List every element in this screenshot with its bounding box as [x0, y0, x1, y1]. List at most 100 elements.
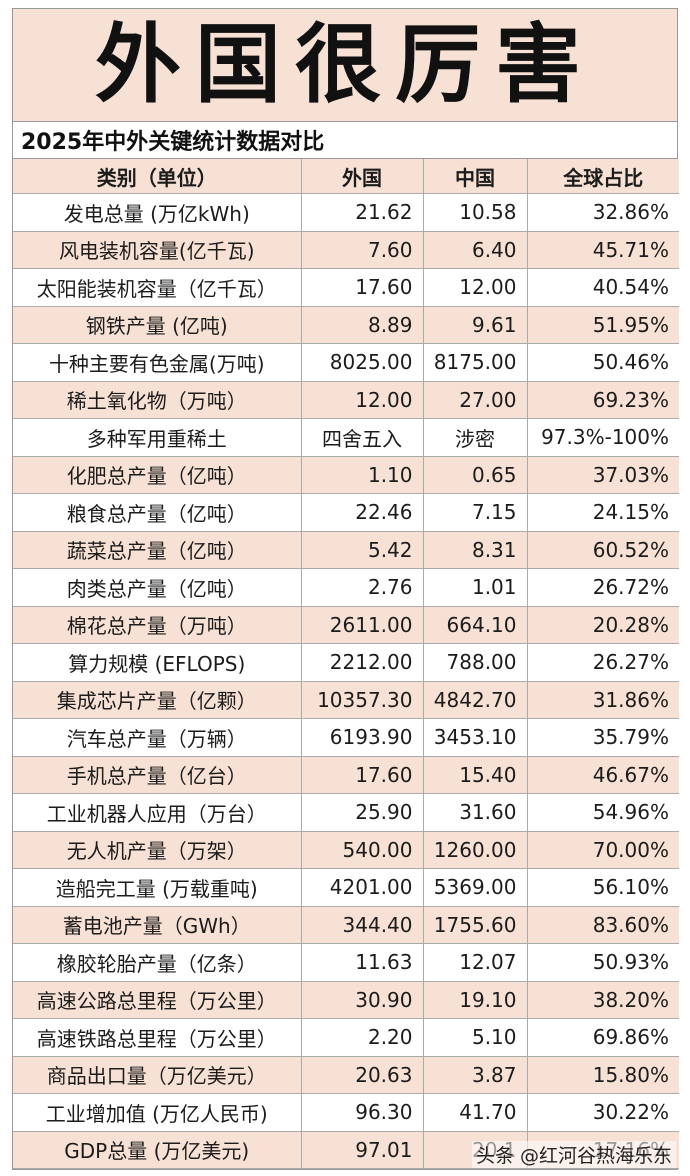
foreign-value-cell: 30.90: [301, 981, 424, 1019]
category-cell: 蓄电池产量（GWh）: [13, 906, 302, 944]
foreign-value-cell: 2.20: [301, 1018, 424, 1057]
global-share-cell: 15.80%: [527, 1056, 679, 1094]
foreign-value-cell: 8025.00: [301, 343, 424, 382]
global-share-cell: 37.03%: [527, 456, 679, 494]
category-cell: 风电装机容量(亿千瓦): [13, 231, 302, 269]
category-cell: 手机总产量（亿台）: [13, 756, 302, 794]
global-share-cell: 50.93%: [527, 943, 679, 982]
china-value-cell: 1260.00: [423, 831, 528, 869]
china-value-cell: 1755.60: [423, 906, 528, 944]
global-share-cell: 40.54%: [527, 268, 679, 307]
category-cell: 无人机产量（万架）: [13, 831, 302, 869]
table-row: 橡胶轮胎产量（亿条） 11.63 12.07 50.93%: [13, 943, 679, 982]
global-share-cell: 69.86%: [527, 1018, 679, 1057]
category-cell: 蔬菜总产量（亿吨）: [13, 531, 302, 569]
table-row: 工业机器人应用（万台） 25.90 31.60 54.96%: [13, 793, 679, 832]
category-cell: 棉花总产量（万吨）: [13, 606, 302, 644]
category-cell: 橡胶轮胎产量（亿条）: [13, 943, 302, 982]
table-row: 风电装机容量(亿千瓦) 7.60 6.40 45.71%: [13, 231, 679, 269]
china-value-cell: 3.87: [423, 1056, 528, 1094]
header-china: 中国: [423, 159, 528, 194]
global-share-cell: 60.52%: [527, 531, 679, 569]
global-share-cell: 97.3%-100%: [527, 418, 679, 457]
foreign-value-cell: 344.40: [301, 906, 424, 944]
category-cell: 十种主要有色金属(万吨): [13, 343, 302, 382]
china-value-cell: 0.65: [423, 456, 528, 494]
header-category: 类别（单位）: [13, 159, 302, 194]
table-row: 发电总量 (万亿kWh) 21.62 10.58 32.86%: [13, 193, 679, 232]
foreign-value-cell: 2.76: [301, 568, 424, 607]
china-value-cell: 8175.00: [423, 343, 528, 382]
comparison-table: 类别（单位） 外国 中国 全球占比 发电总量 (万亿kWh) 21.62 10.58…: [13, 159, 679, 1169]
category-cell: 汽车总产量（万辆）: [13, 718, 302, 757]
global-share-cell: 56.10%: [527, 868, 679, 907]
table-row: 工业增加值 (万亿人民币) 96.30 41.70 30.22%: [13, 1093, 679, 1132]
comparison-sheet: 外国很厉害 2025年中外关键统计数据对比 类别（单位） 外国 中国 全球占比 …: [12, 8, 679, 1170]
table-row: 高速铁路总里程（万公里） 2.20 5.10 69.86%: [13, 1018, 679, 1057]
table-row: 蔬菜总产量（亿吨） 5.42 8.31 60.52%: [13, 531, 679, 569]
table-row: 钢铁产量 (亿吨) 8.89 9.61 51.95%: [13, 306, 679, 344]
table-subtitle-bar: 2025年中外关键统计数据对比: [13, 122, 677, 159]
global-share-cell: 26.27%: [527, 643, 679, 682]
china-value-cell: 19.10: [423, 981, 528, 1019]
table-row: 高速公路总里程（万公里） 30.90 19.10 38.20%: [13, 981, 679, 1019]
foreign-value-cell: 5.42: [301, 531, 424, 569]
table-row: 化肥总产量（亿吨） 1.10 0.65 37.03%: [13, 456, 679, 494]
foreign-value-cell: 540.00: [301, 831, 424, 869]
global-share-cell: 69.23%: [527, 381, 679, 419]
category-cell: 商品出口量（万亿美元）: [13, 1056, 302, 1094]
china-value-cell: 12.07: [423, 943, 528, 982]
global-share-cell: 24.15%: [527, 493, 679, 532]
global-share-cell: 31.86%: [527, 681, 679, 719]
foreign-value-cell: 97.01: [301, 1131, 424, 1169]
foreign-value-cell: 4201.00: [301, 868, 424, 907]
watermark: 头条 @红河谷热海乐东: [471, 1141, 676, 1168]
category-cell: 高速公路总里程（万公里）: [13, 981, 302, 1019]
table-row: 稀土氧化物（万吨） 12.00 27.00 69.23%: [13, 381, 679, 419]
global-share-cell: 20.28%: [527, 606, 679, 644]
global-share-cell: 35.79%: [527, 718, 679, 757]
table-row: 粮食总产量（亿吨） 22.46 7.15 24.15%: [13, 493, 679, 532]
table-body: 发电总量 (万亿kWh) 21.62 10.58 32.86% 风电装机容量(亿千瓦) 7…: [13, 193, 679, 1169]
category-cell: 化肥总产量（亿吨）: [13, 456, 302, 494]
foreign-value-cell: 2611.00: [301, 606, 424, 644]
china-value-cell: 3453.10: [423, 718, 528, 757]
foreign-value-cell: 8.89: [301, 306, 424, 344]
china-value-cell: 15.40: [423, 756, 528, 794]
global-share-cell: 30.22%: [527, 1093, 679, 1132]
china-value-cell: 4842.70: [423, 681, 528, 719]
foreign-value-cell: 11.63: [301, 943, 424, 982]
china-value-cell: 6.40: [423, 231, 528, 269]
category-cell: 钢铁产量 (亿吨): [13, 306, 302, 344]
china-value-cell: 27.00: [423, 381, 528, 419]
table-row: 算力规模 (EFLOPS) 2212.00 788.00 26.27%: [13, 643, 679, 682]
foreign-value-cell: 6193.90: [301, 718, 424, 757]
category-cell: 工业机器人应用（万台）: [13, 793, 302, 832]
table-row: 汽车总产量（万辆） 6193.90 3453.10 35.79%: [13, 718, 679, 757]
global-share-cell: 46.67%: [527, 756, 679, 794]
china-value-cell: 664.10: [423, 606, 528, 644]
category-cell: 高速铁路总里程（万公里）: [13, 1018, 302, 1057]
foreign-value-cell: 17.60: [301, 756, 424, 794]
table-row: 造船完工量 (万载重吨) 4201.00 5369.00 56.10%: [13, 868, 679, 907]
global-share-cell: 70.00%: [527, 831, 679, 869]
china-value-cell: 5.10: [423, 1018, 528, 1057]
header-foreign: 外国: [301, 159, 424, 194]
table-row: 棉花总产量（万吨） 2611.00 664.10 20.28%: [13, 606, 679, 644]
foreign-value-cell: 2212.00: [301, 643, 424, 682]
table-row: 太阳能装机容量（亿千瓦） 17.60 12.00 40.54%: [13, 268, 679, 307]
foreign-value-cell: 17.60: [301, 268, 424, 307]
table-row: 肉类总产量（亿吨） 2.76 1.01 26.72%: [13, 568, 679, 607]
table-row: 商品出口量（万亿美元） 20.63 3.87 15.80%: [13, 1056, 679, 1094]
foreign-value-cell: 96.30: [301, 1093, 424, 1132]
header-row: 类别（单位） 外国 中国 全球占比: [13, 159, 679, 194]
table-row: 十种主要有色金属(万吨) 8025.00 8175.00 50.46%: [13, 343, 679, 382]
table-row: 蓄电池产量（GWh） 344.40 1755.60 83.60%: [13, 906, 679, 944]
table-row: 多种军用重稀土 四舍五入 涉密 97.3%-100%: [13, 418, 679, 457]
banner: 外国很厉害: [13, 9, 677, 122]
category-cell: 肉类总产量（亿吨）: [13, 568, 302, 607]
category-cell: 集成芯片产量（亿颗）: [13, 681, 302, 719]
china-value-cell: 涉密: [423, 418, 528, 457]
category-cell: 粮食总产量（亿吨）: [13, 493, 302, 532]
foreign-value-cell: 7.60: [301, 231, 424, 269]
